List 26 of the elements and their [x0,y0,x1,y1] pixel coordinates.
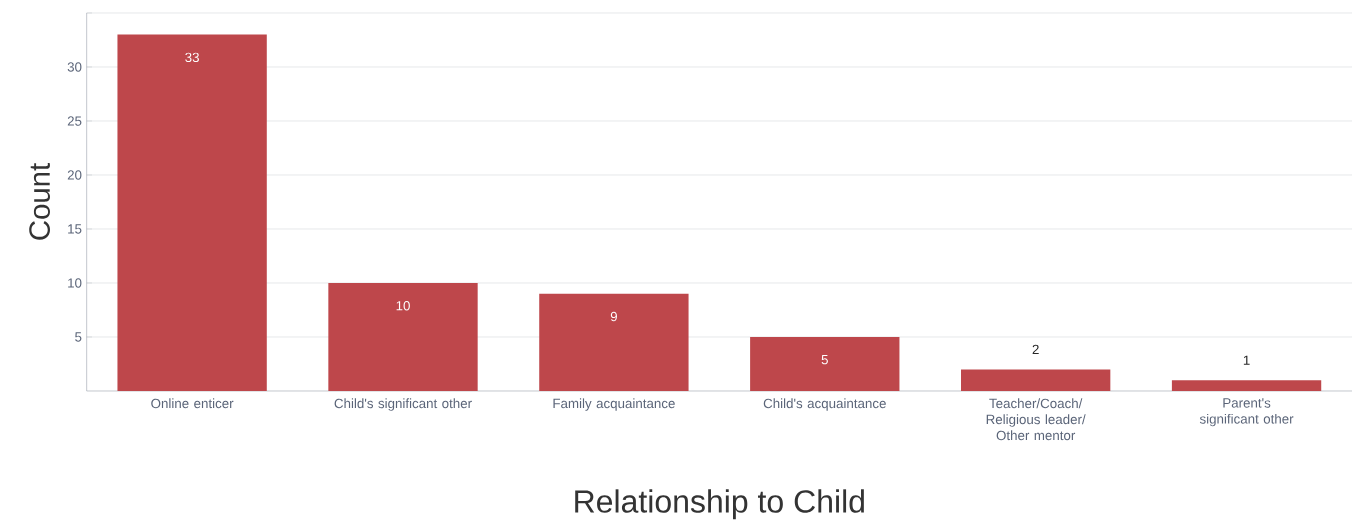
x-tick-label: Teacher/Coach/ Religious leader/ Other mentor [986,398,1086,441]
x-tick-label: Family acquaintance [553,398,675,411]
x-axis-title: Relationship to Child [575,489,864,520]
data-label: 2 [1032,344,1039,355]
y-tick-label: 10 [68,278,82,288]
data-label: 33 [185,52,199,63]
data-label: 9 [610,311,617,322]
data-label: 5 [821,355,828,365]
y-tick-label: 5 [75,332,82,342]
data-label: 10 [396,301,410,311]
x-tick-label: Online enticer [151,398,234,409]
x-tick-label: Child's significant other [334,398,472,411]
bar [539,293,689,391]
y-tick-label: 30 [67,62,82,72]
x-tick-label: Parent's significant other [1199,398,1294,427]
bar [961,369,1111,391]
bar [117,34,267,391]
data-label: 1 [1243,355,1250,365]
x-tick-label: Child's acquaintance [763,398,886,411]
y-tick-label: 15 [68,224,82,234]
bar [750,336,900,391]
bar [1171,380,1322,391]
bar [328,282,478,391]
y-axis-title: Count [29,163,50,240]
y-tick-label: 20 [67,170,82,180]
y-tick-label: 25 [67,116,82,126]
